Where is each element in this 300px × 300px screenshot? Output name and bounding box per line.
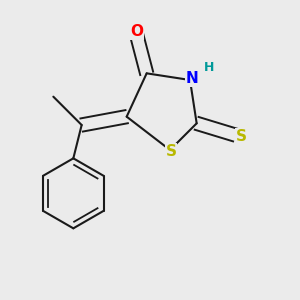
Text: S: S [166,144,176,159]
Text: H: H [204,61,214,74]
Text: S: S [236,129,247,144]
Text: O: O [130,24,143,39]
Text: N: N [185,71,198,86]
